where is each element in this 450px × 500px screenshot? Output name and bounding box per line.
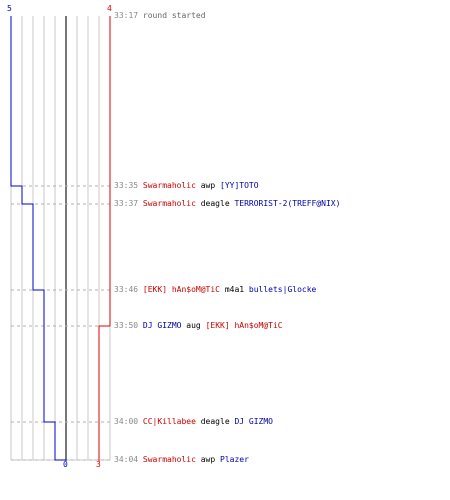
victim-name: TERRORIST-2(TREFF@NIX) <box>234 199 341 208</box>
ct-start-count: 5 <box>7 4 12 13</box>
killer-name: Swarmaholic <box>142 199 196 208</box>
victim-name: Plazer <box>220 455 249 464</box>
event-text: round started <box>142 11 206 20</box>
event-time: 33:46 <box>114 285 139 294</box>
victim-name: DJ GIZMO <box>234 417 273 426</box>
event-time: 34:04 <box>114 455 139 464</box>
victim-name: [YY]TOTO <box>220 181 259 190</box>
kill-event: 33:37 Swarmaholic deagle TERRORIST-2(TRE… <box>114 199 340 209</box>
killer-name: Swarmaholic <box>142 455 196 464</box>
kill-event: 34:00 CC|Killabee deagle DJ GIZMO <box>114 417 273 427</box>
weapon-name: m4a1 <box>224 285 245 294</box>
weapon-name: awp <box>200 181 216 190</box>
event-time: 33:35 <box>114 181 139 190</box>
weapon-name: deagle <box>200 199 230 208</box>
weapon-name: aug <box>186 321 201 330</box>
killer-name: DJ GIZMO <box>142 321 182 330</box>
event-time: 33:17 <box>114 11 139 20</box>
t-start-count: 4 <box>107 4 112 13</box>
t-end-count: 3 <box>96 460 101 469</box>
killer-name: CC|Killabee <box>142 417 196 426</box>
kill-event: 33:35 Swarmaholic awp [YY]TOTO <box>114 181 259 191</box>
ct-alive-line <box>10 16 67 461</box>
event-time: 33:50 <box>114 321 139 330</box>
t-alive-line <box>98 16 111 461</box>
killer-name: [EKK] hAn$oM@TiC <box>142 285 220 294</box>
victim-name: bullets|Glocke <box>248 285 317 294</box>
round-event: 33:17 round started <box>114 11 206 21</box>
kill-event: 33:46 [EKK] hAn$oM@TiC m4a1 bullets|Gloc… <box>114 285 316 295</box>
kill-event: 34:04 Swarmaholic awp Plazer <box>114 455 249 465</box>
event-time: 34:00 <box>114 417 139 426</box>
victim-name: [EKK] hAn$oM@TiC <box>205 321 283 330</box>
weapon-name: deagle <box>200 417 230 426</box>
event-time: 33:37 <box>114 199 139 208</box>
ct-end-count: 0 <box>63 460 68 469</box>
killer-name: Swarmaholic <box>142 181 196 190</box>
weapon-name: awp <box>200 455 216 464</box>
kill-event: 33:50 DJ GIZMO aug [EKK] hAn$oM@TiC <box>114 321 283 331</box>
